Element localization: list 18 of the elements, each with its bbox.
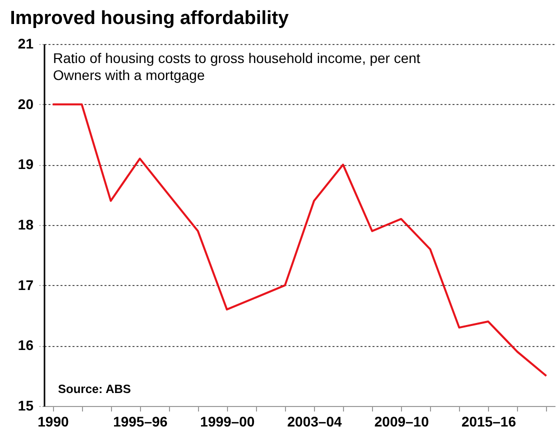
y-tick-label: 15: [18, 398, 34, 414]
line-series: [52, 103, 548, 377]
annotation: Source: ABS: [58, 382, 131, 396]
chart-title: Improved housing affordability: [10, 8, 290, 29]
x-tick-label: 1999–00: [200, 414, 255, 429]
x-tick-label: 2015–16: [461, 414, 516, 429]
y-tick-label: 17: [18, 276, 34, 293]
y-tick-label: 16: [18, 337, 34, 354]
y-tick-label: 20: [18, 96, 34, 112]
y-tick-label: 19: [18, 156, 34, 172]
text: Ratio of housing costs to gross household income, per cent: [53, 50, 420, 66]
x-tick-label: 1990: [38, 414, 69, 429]
x-tick-label: 2003–04: [287, 414, 342, 429]
x-tick-label: 1995–96: [113, 414, 168, 429]
text: Owners with a mortgage: [53, 67, 205, 83]
y-tick-label: 21: [18, 36, 34, 52]
x-tick-label: 2009–10: [374, 414, 430, 429]
y-tick-label: 18: [18, 216, 34, 232]
